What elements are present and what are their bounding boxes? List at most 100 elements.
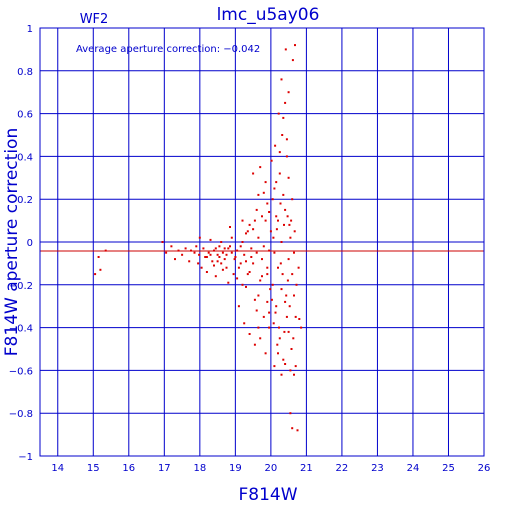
- data-point: [274, 311, 277, 314]
- data-point: [252, 262, 255, 265]
- data-point: [293, 230, 296, 233]
- data-point: [284, 363, 287, 365]
- data-point: [264, 219, 267, 222]
- data-point: [209, 238, 212, 241]
- y-tick-label: 0.2: [17, 195, 33, 206]
- data-point: [300, 326, 303, 329]
- data-point: [277, 352, 279, 355]
- data-point: [295, 283, 298, 286]
- data-point: [97, 256, 100, 258]
- data-point: [292, 337, 295, 340]
- data-point: [195, 245, 198, 248]
- data-point: [255, 208, 258, 211]
- data-point: [205, 271, 208, 273]
- data-point: [241, 219, 244, 222]
- data-point: [273, 365, 276, 368]
- data-point: [294, 315, 297, 318]
- data-point: [170, 245, 173, 248]
- data-point: [253, 219, 256, 222]
- data-point: [286, 215, 289, 218]
- chart-subtitle: WF2: [80, 12, 109, 27]
- data-point: [188, 260, 191, 263]
- data-point: [233, 258, 236, 261]
- data-point: [278, 326, 280, 329]
- data-point: [282, 358, 285, 361]
- y-tick-label: 0.4: [17, 152, 33, 163]
- data-point: [255, 309, 258, 312]
- data-point: [281, 134, 284, 136]
- data-point: [205, 256, 208, 258]
- data-point: [285, 315, 288, 318]
- data-point: [285, 294, 288, 297]
- data-point: [214, 247, 217, 250]
- data-point: [293, 294, 295, 297]
- data-point: [261, 275, 263, 278]
- data-point: [237, 305, 240, 308]
- data-point: [284, 101, 287, 104]
- data-point: [261, 215, 263, 218]
- data-point: [282, 116, 285, 119]
- data-point: [174, 258, 176, 261]
- data-point: [241, 283, 244, 286]
- data-point: [94, 273, 97, 276]
- data-point: [284, 300, 287, 303]
- x-tick-label: 15: [87, 463, 100, 474]
- y-tick-label: −0.8: [9, 409, 33, 420]
- x-tick-label: 19: [229, 463, 242, 474]
- data-point: [288, 223, 291, 226]
- data-point: [294, 365, 297, 368]
- data-point: [293, 251, 295, 254]
- x-tick-label: 18: [193, 463, 206, 474]
- data-point: [280, 288, 283, 291]
- y-tick-label: −0.2: [9, 281, 33, 292]
- data-point: [283, 330, 286, 333]
- data-point: [268, 326, 271, 329]
- y-tick-label: 0: [27, 238, 33, 249]
- data-point: [281, 273, 284, 276]
- data-point: [218, 256, 221, 258]
- data-point: [229, 226, 231, 228]
- data-point: [261, 258, 263, 261]
- data-point: [290, 348, 293, 350]
- data-point: [289, 412, 292, 415]
- data-point: [248, 333, 251, 335]
- data-point: [207, 251, 210, 254]
- data-point: [223, 258, 226, 261]
- data-point: [255, 251, 258, 254]
- annotation-text: Average aperture correction: −0.042: [76, 44, 260, 55]
- data-point: [177, 249, 180, 252]
- data-point: [282, 193, 285, 196]
- x-tick-label: 23: [371, 463, 384, 474]
- y-tick-labels: −1 −0.8 −0.6 −0.4 −0.2 0 0.2 0.4 0.6 0.8 1: [9, 24, 33, 463]
- x-tick-labels: 14 15 16 17 18 19 20 21 22 23 24 25 26: [51, 463, 490, 474]
- data-point: [294, 44, 296, 47]
- data-point: [270, 298, 273, 301]
- data-point: [293, 373, 295, 376]
- data-point: [266, 202, 269, 205]
- x-tick-label: 25: [442, 463, 455, 474]
- data-point: [245, 285, 247, 288]
- x-tick-label: 14: [51, 463, 64, 474]
- data-point: [266, 300, 269, 303]
- data-point: [213, 249, 215, 252]
- data-point: [271, 283, 274, 286]
- y-axis-label: F814W aperture correction: [2, 128, 22, 356]
- data-point: [225, 253, 228, 256]
- data-point: [198, 236, 201, 239]
- data-point: [236, 249, 239, 252]
- data-point: [250, 256, 253, 258]
- data-point: [211, 260, 214, 263]
- data-point: [259, 279, 262, 282]
- data-point: [296, 429, 299, 432]
- data-point: [190, 249, 192, 252]
- data-point: [229, 245, 231, 248]
- data-point: [286, 279, 289, 282]
- data-point: [259, 337, 262, 340]
- data-point: [257, 236, 260, 239]
- data-point: [291, 59, 294, 62]
- data-point: [278, 172, 281, 175]
- data-point: [198, 253, 201, 256]
- data-point: [202, 247, 205, 250]
- data-point: [275, 181, 278, 184]
- x-tick-label: 16: [122, 463, 135, 474]
